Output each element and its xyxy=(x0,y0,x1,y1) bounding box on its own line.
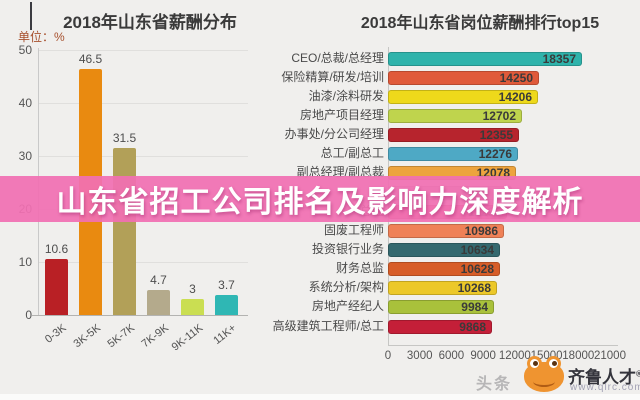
row-label-6: 副总经理/副总裁 xyxy=(296,165,384,180)
y-tick-label-30: 30 xyxy=(18,149,32,163)
watermark: 头条 齐鲁人才®网 www.qlrc.com xyxy=(472,356,640,398)
x-tick-label: 7K-9K xyxy=(139,322,171,351)
row-label-10: 投资银行业务 xyxy=(311,242,384,256)
headline-text: 山东省招工公司排名及影响力深度解析 xyxy=(56,186,584,219)
left-chart-title: 2018年山东省薪酬分布 xyxy=(63,13,237,32)
bar-value-label: 31.5 xyxy=(112,131,137,145)
bar-value-label: 3.7 xyxy=(218,278,235,292)
bar-11K+ xyxy=(215,295,238,315)
row-label-12: 系统分析/架构 xyxy=(308,280,384,295)
row-label-14: 高级建筑工程师/总工 xyxy=(272,318,384,333)
row-bar-3: 12702 xyxy=(388,108,522,123)
bottom-strip xyxy=(0,394,640,400)
x-axis-tick-6000: 6000 xyxy=(438,350,465,362)
gridline-30 xyxy=(39,156,248,157)
x-axis-tick-18000: 18000 xyxy=(562,350,595,362)
x-axis-tick-9000: 9000 xyxy=(470,350,496,362)
bar-value-label: 3 xyxy=(189,282,196,296)
brand-url-text: www.qlrc.com xyxy=(570,382,640,393)
bar-5K-7K xyxy=(113,148,136,315)
row-bar-1: 14250 xyxy=(388,70,539,85)
gridline-50 xyxy=(39,50,248,51)
x-axis-tick-3000: 3000 xyxy=(406,350,433,362)
registered-mark: ® xyxy=(636,369,640,379)
row-label-13: 房地产经纪人 xyxy=(311,299,384,314)
row-bar-12: 10268 xyxy=(388,281,497,296)
headline-banner: 山东省招工公司排名及影响力深度解析 xyxy=(0,176,640,222)
row-bar-11: 10628 xyxy=(388,262,500,277)
right-chart-title: 2018年山东省岗位薪酬排行top15 xyxy=(360,15,600,32)
frog-eye-left-icon xyxy=(527,356,542,371)
y-tick-label-10: 10 xyxy=(18,255,32,269)
row-bar-9: 10986 xyxy=(388,223,504,238)
frog-logo-icon xyxy=(524,356,564,392)
x-tick-label: 3K-5K xyxy=(71,322,103,351)
row-label-0: CEO/总裁/总经理 xyxy=(291,50,384,65)
row-bar-0: 18357 xyxy=(388,51,582,66)
bar-value-label: 10.6 xyxy=(44,242,69,256)
x-tick-label: 11K+ xyxy=(211,322,239,347)
row-bar-2: 14206 xyxy=(388,89,538,104)
row-label-11: 财务总监 xyxy=(335,261,384,276)
row-label-2: 油漆/涂料研发 xyxy=(308,88,384,103)
row-label-3: 房地产项目经理 xyxy=(299,107,384,122)
left-chart-unit-label: 单位：% xyxy=(18,30,65,44)
row-label-1: 保险精算/研发/培训 xyxy=(281,69,384,84)
y-tick-label-40: 40 xyxy=(18,96,32,110)
row-bar-4: 12355 xyxy=(388,128,519,143)
row-label-5: 总工/副总工 xyxy=(320,146,384,161)
bar-value-label: 46.5 xyxy=(78,52,103,66)
y-tick-label-0: 0 xyxy=(25,308,32,322)
x-tick-label: 5K-7K xyxy=(105,322,137,351)
x-tick-label: 9K-11K xyxy=(169,322,205,354)
row-bar-10: 10634 xyxy=(388,243,500,257)
frog-mouth-icon xyxy=(533,376,555,387)
bar-9K-11K xyxy=(181,299,204,315)
right-x-axis-line xyxy=(388,345,618,346)
brand-logo-text: 齐鲁人才®网 xyxy=(568,363,640,388)
row-bar-13: 9984 xyxy=(388,300,494,315)
row-bar-5: 12276 xyxy=(388,147,518,162)
position-ranking-chart: 2018年山东省岗位薪酬排行top15 CEO/总裁/总经理 18357 保险精算/… xyxy=(273,0,640,400)
bar-0-3K xyxy=(45,259,68,315)
bar-value-label: 4.7 xyxy=(150,273,167,287)
gridline-10 xyxy=(39,262,248,263)
x-axis-tick-21000: 21000 xyxy=(594,350,626,362)
bar-7K-9K xyxy=(147,290,170,315)
frog-eye-right-icon xyxy=(546,356,561,371)
row-bar-14: 9868 xyxy=(388,319,492,334)
x-axis-tick-0: 0 xyxy=(384,350,392,362)
row-label-9: 固废工程师 xyxy=(323,222,384,237)
title-stripe-decoration xyxy=(30,2,32,30)
row-label-4: 办事处/分公司经理 xyxy=(284,127,384,142)
x-tick-label: 0-3K xyxy=(43,322,69,346)
left-x-axis-line xyxy=(32,315,248,316)
brand-name: 齐鲁人才 xyxy=(568,368,636,387)
toutiao-watermark-text: 头条 xyxy=(476,376,513,393)
y-tick-label-50: 50 xyxy=(18,43,32,57)
x-axis-tick-12000: 12000 xyxy=(498,350,531,362)
gridline-40 xyxy=(39,103,248,104)
